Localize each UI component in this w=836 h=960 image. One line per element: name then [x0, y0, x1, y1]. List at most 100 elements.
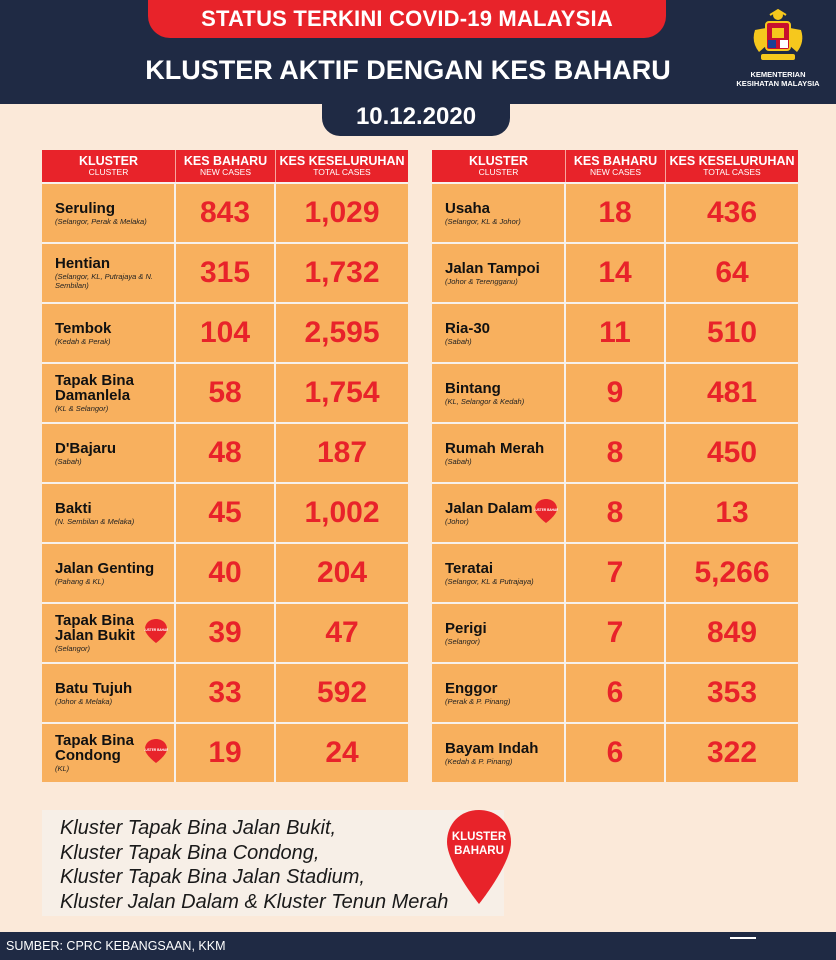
- total-cases-value: 13: [666, 484, 798, 542]
- total-cases-value: 1,029: [276, 184, 408, 242]
- ministry-name: KEMENTERIAN KESIHATAN MALAYSIA: [736, 70, 820, 88]
- new-cases-value: 6: [566, 724, 664, 782]
- cluster-name: Rumah Merah: [445, 439, 545, 457]
- cluster-location: (Sabah): [445, 456, 472, 466]
- cluster-cell: Tapak Bina Damanlela (KL & Selangor): [42, 364, 174, 422]
- cluster-location: (Sabah): [55, 456, 82, 466]
- table-row: Teratai (Selangor, KL & Putrajaya) 7 5,266: [432, 542, 798, 602]
- cluster-location: (Kedah & P. Pinang): [445, 756, 513, 766]
- table-header: KLUSTER CLUSTER KES BAHARU NEW CASES KES…: [42, 150, 408, 182]
- table-row: Rumah Merah (Sabah) 8 450: [432, 422, 798, 482]
- cluster-name: Usaha: [445, 199, 491, 217]
- total-cases-value: 2,595: [276, 304, 408, 362]
- cluster-name: Seruling: [55, 199, 116, 217]
- ministry-logo: KEMENTERIAN KESIHATAN MALAYSIA: [730, 6, 826, 98]
- new-cases-value: 48: [176, 424, 274, 482]
- table-row: Hentian (Selangor, KL, Putrajaya & N. Sem…: [42, 242, 408, 302]
- new-cases-value: 9: [566, 364, 664, 422]
- cluster-table-left: KLUSTER CLUSTER KES BAHARU NEW CASES KES…: [42, 150, 408, 782]
- date-label: 10.12.2020: [322, 98, 510, 136]
- total-cases-value: 849: [666, 604, 798, 662]
- cluster-name: Jalan Tampoi: [445, 259, 540, 277]
- cluster-name: Perigi: [445, 619, 487, 637]
- cluster-cell: Jalan Genting (Pahang & KL): [42, 544, 174, 602]
- table-row: Bakti (N. Sembilan & Melaka) 45 1,002: [42, 482, 408, 542]
- table-header: KLUSTER CLUSTER KES BAHARU NEW CASES KES…: [432, 150, 798, 182]
- cluster-location: (KL, Selangor & Kedah): [445, 396, 525, 406]
- pin-label: KLUSTER BAHARU: [144, 628, 168, 632]
- new-cases-value: 33: [176, 664, 274, 722]
- table-row: Bintang (KL, Selangor & Kedah) 9 481: [432, 362, 798, 422]
- cluster-cell: Jalan Dalam(Johor) KLUSTER BAHARU: [432, 484, 564, 542]
- new-cluster-legend: Kluster Tapak Bina Jalan Bukit, Kluster …: [42, 810, 504, 916]
- table-body: Usaha (Selangor, KL & Johor) 18 436 Jalan Ta…: [432, 182, 798, 782]
- badge-line-1: KLUSTER: [452, 831, 507, 843]
- total-cases-value: 64: [666, 244, 798, 302]
- table-row: Ria-30 (Sabah) 11 510: [432, 302, 798, 362]
- cluster-cell: Usaha (Selangor, KL & Johor): [432, 184, 564, 242]
- new-cases-value: 58: [176, 364, 274, 422]
- table-row: Tapak Bina Damanlela (KL & Selangor) 58 1,7…: [42, 362, 408, 422]
- table-row: Enggor (Perak & P. Pinang) 6 353: [432, 662, 798, 722]
- new-cases-value: 14: [566, 244, 664, 302]
- cluster-name: Hentian: [55, 255, 111, 272]
- total-cases-value: 353: [666, 664, 798, 722]
- table-row: D'Bajaru (Sabah) 48 187: [42, 422, 408, 482]
- malaysia-coat-of-arms-icon: [753, 8, 803, 60]
- new-cases-value: 40: [176, 544, 274, 602]
- total-cases-value: 450: [666, 424, 798, 482]
- new-cases-value: 7: [566, 544, 664, 602]
- new-cases-value: 11: [566, 304, 664, 362]
- legend-line: Kluster Tapak Bina Condong,: [60, 841, 320, 864]
- cluster-cell: Bakti (N. Sembilan & Melaka): [42, 484, 174, 542]
- table-row: Tembok (Kedah & Perak) 104 2,595: [42, 302, 408, 362]
- cluster-name: Jalan Dalam: [445, 499, 533, 517]
- cluster-location: (Selangor): [445, 636, 481, 646]
- total-cases-value: 1,732: [276, 244, 408, 302]
- new-cases-value: 7: [566, 604, 664, 662]
- cluster-name: Batu Tujuh: [55, 679, 133, 697]
- cluster-location: (Selangor, KL & Putrajaya): [445, 576, 534, 586]
- cluster-cell: Jalan Tampoi (Johor & Terengganu): [432, 244, 564, 302]
- new-cases-value: 18: [566, 184, 664, 242]
- cluster-location: (Kedah & Perak): [55, 336, 111, 346]
- page-title: KLUSTER AKTIF DENGAN KES BAHARU: [145, 54, 671, 85]
- cluster-cell: Tapak Bina Jalan Bukit(Selangor) KLUSTER …: [42, 604, 174, 662]
- pin-label: KLUSTER BAHARU: [144, 748, 168, 752]
- map-pin-icon: KLUSTER BAHARU: [144, 619, 168, 643]
- header-bar: STATUS TERKINI COVID-19 MALAYSIA KLUSTER…: [0, 0, 836, 104]
- cluster-cell: Batu Tujuh (Johor & Melaka): [42, 664, 174, 722]
- cluster-name: Bintang: [445, 379, 501, 397]
- table-row: Jalan Genting (Pahang & KL) 40 204: [42, 542, 408, 602]
- footer-divider: [730, 937, 756, 939]
- cluster-location: (KL & Selangor): [55, 404, 109, 413]
- cluster-location: (Selangor, Perak & Melaka): [55, 216, 147, 226]
- cluster-cell: Enggor (Perak & P. Pinang): [432, 664, 564, 722]
- cluster-cell: Tembok (Kedah & Perak): [42, 304, 174, 362]
- total-cases-value: 47: [276, 604, 408, 662]
- cluster-location: (Sabah): [445, 336, 472, 346]
- total-cases-value: 510: [666, 304, 798, 362]
- cluster-cell: D'Bajaru (Sabah): [42, 424, 174, 482]
- cluster-cell: Hentian (Selangor, KL, Putrajaya & N. Sem…: [42, 244, 174, 302]
- cluster-name: Bayam Indah: [445, 739, 539, 757]
- total-cases-value: 481: [666, 364, 798, 422]
- cluster-location: (Selangor, KL, Putrajaya & N. Sembilan): [55, 272, 153, 290]
- total-cases-value: 204: [276, 544, 408, 602]
- cluster-cell: Bayam Indah (Kedah & P. Pinang): [432, 724, 564, 782]
- new-cases-value: 45: [176, 484, 274, 542]
- map-pin-icon: KLUSTER BAHARU: [144, 739, 168, 763]
- total-cases-value: 322: [666, 724, 798, 782]
- table-row: Seruling (Selangor, Perak & Melaka) 843 1,0…: [42, 182, 408, 242]
- table-row: Perigi (Selangor) 7 849: [432, 602, 798, 662]
- map-pin-icon: KLUSTER BAHARU: [534, 499, 558, 523]
- table-row: Usaha (Selangor, KL & Johor) 18 436: [432, 182, 798, 242]
- new-cases-value: 8: [566, 484, 664, 542]
- cluster-name: Enggor: [445, 679, 498, 697]
- column-new-cases: KES BAHARU NEW CASES: [176, 150, 276, 182]
- cluster-name: Ria-30: [445, 319, 491, 337]
- cluster-location: (Selangor): [55, 644, 91, 653]
- total-cases-value: 24: [276, 724, 408, 782]
- cluster-location: (KL): [55, 764, 70, 773]
- table-body: Seruling (Selangor, Perak & Melaka) 843 1,0…: [42, 182, 408, 782]
